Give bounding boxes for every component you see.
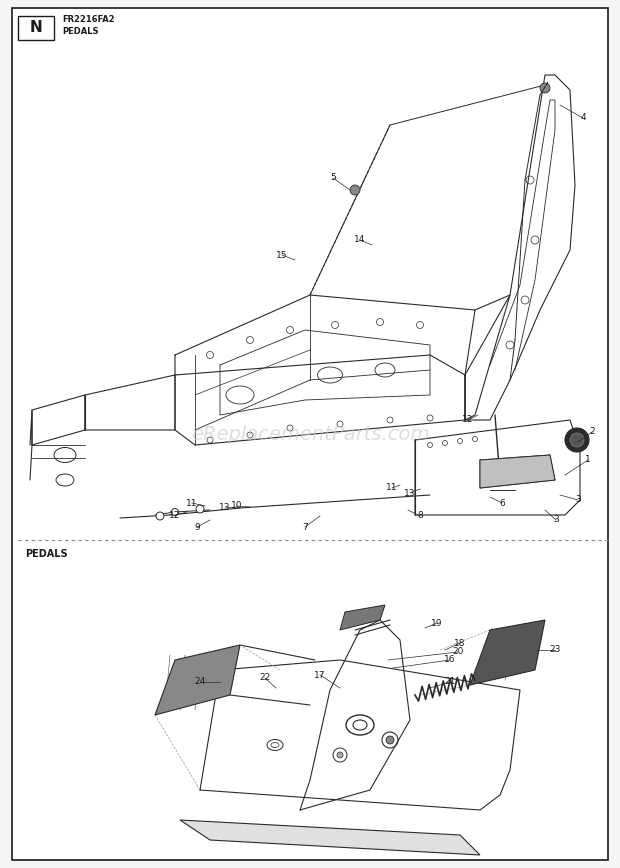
Text: 3: 3 <box>553 516 559 524</box>
Circle shape <box>337 752 343 758</box>
Text: 12: 12 <box>169 510 180 520</box>
Text: 8: 8 <box>417 511 423 521</box>
Text: 1: 1 <box>585 456 591 464</box>
Text: 23: 23 <box>549 646 560 654</box>
Text: 12: 12 <box>463 416 474 424</box>
Text: 3: 3 <box>575 496 581 504</box>
Text: 13: 13 <box>404 489 416 497</box>
Text: 14: 14 <box>354 235 366 245</box>
Circle shape <box>565 428 589 452</box>
Text: 7: 7 <box>302 523 308 531</box>
Circle shape <box>196 505 204 513</box>
Text: 24: 24 <box>195 678 206 687</box>
Text: 17: 17 <box>314 670 326 680</box>
Polygon shape <box>155 645 240 715</box>
Text: 5: 5 <box>330 174 336 182</box>
Circle shape <box>172 509 179 516</box>
Text: 13: 13 <box>219 503 231 512</box>
Circle shape <box>540 83 550 93</box>
Text: PEDALS: PEDALS <box>62 28 99 36</box>
Text: 4: 4 <box>580 114 586 122</box>
Circle shape <box>386 736 394 744</box>
Text: FR2216FA2: FR2216FA2 <box>62 16 115 24</box>
Text: 20: 20 <box>453 648 464 656</box>
Text: 2: 2 <box>589 428 595 437</box>
Text: 9: 9 <box>194 523 200 531</box>
Text: 19: 19 <box>432 619 443 628</box>
Polygon shape <box>340 605 385 630</box>
Text: 22: 22 <box>259 674 270 682</box>
Text: PEDALS: PEDALS <box>25 549 68 559</box>
Bar <box>18 16 54 40</box>
Text: 16: 16 <box>445 655 456 665</box>
Polygon shape <box>480 455 555 488</box>
Text: 6: 6 <box>499 498 505 508</box>
Text: eReplacementParts.com: eReplacementParts.com <box>191 424 429 444</box>
Text: 10: 10 <box>231 502 243 510</box>
Circle shape <box>350 185 360 195</box>
Polygon shape <box>470 620 545 685</box>
Text: 11: 11 <box>386 483 398 492</box>
Circle shape <box>570 433 584 447</box>
Text: N: N <box>30 21 42 36</box>
Text: 21: 21 <box>445 678 456 687</box>
Text: 18: 18 <box>454 639 466 648</box>
Circle shape <box>156 512 164 520</box>
Text: 15: 15 <box>277 251 288 260</box>
Text: 11: 11 <box>186 498 198 508</box>
Polygon shape <box>180 820 480 855</box>
